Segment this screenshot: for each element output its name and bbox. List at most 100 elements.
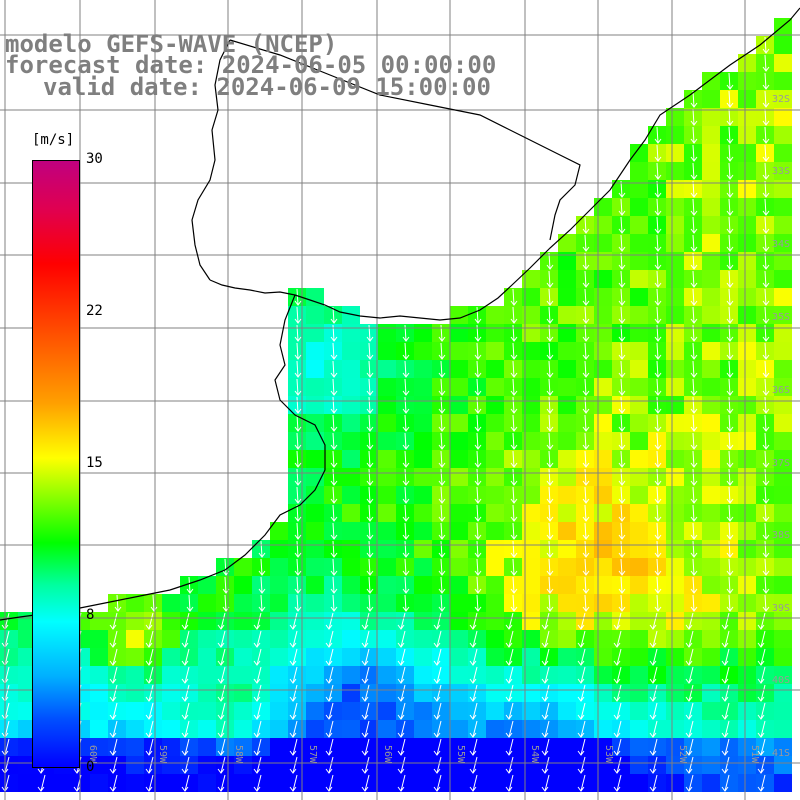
wind-arrow xyxy=(361,774,370,792)
wind-arrow xyxy=(366,486,374,504)
wind-arrow xyxy=(474,378,482,396)
wind-cell xyxy=(396,666,414,684)
wind-cell xyxy=(90,756,108,774)
wind-cell xyxy=(378,468,396,486)
wind-cell xyxy=(108,612,126,630)
wind-cell xyxy=(180,630,198,648)
wind-cell xyxy=(666,702,684,720)
lon-label: 59W xyxy=(157,745,168,764)
colorbar-tick-0: 0 xyxy=(86,759,95,775)
wind-cell xyxy=(594,378,612,396)
wind-cell xyxy=(234,576,252,594)
wind-arrow xyxy=(505,702,514,720)
wind-cell xyxy=(720,612,738,630)
wind-arrow xyxy=(366,504,374,522)
wind-cell xyxy=(90,738,108,756)
wind-arrow xyxy=(325,774,334,792)
wind-arrow xyxy=(726,234,734,252)
wind-cell xyxy=(414,576,432,594)
wind-arrow xyxy=(366,468,374,486)
wind-arrow xyxy=(654,558,662,576)
wind-arrow xyxy=(109,612,118,630)
wind-cell xyxy=(270,666,288,684)
wind-cell xyxy=(666,684,684,702)
wind-cell xyxy=(522,288,540,306)
wind-cell xyxy=(738,720,756,738)
wind-arrow xyxy=(582,342,590,360)
wind-cell xyxy=(630,630,648,648)
wind-cell xyxy=(594,648,612,666)
wind-arrow xyxy=(109,666,118,684)
wind-cell xyxy=(414,702,432,720)
wind-cell xyxy=(432,612,450,630)
wind-arrow xyxy=(726,270,734,288)
wind-arrow xyxy=(433,666,442,684)
wind-arrow xyxy=(294,468,302,486)
wind-cell xyxy=(216,612,234,630)
wind-cell xyxy=(612,684,630,702)
wind-cell xyxy=(702,342,720,360)
wind-arrow xyxy=(397,774,406,792)
wind-cell xyxy=(414,630,432,648)
wind-cell xyxy=(630,162,648,180)
wind-arrow xyxy=(690,594,698,612)
wind-arrow xyxy=(325,720,334,738)
wind-arrow xyxy=(762,594,770,612)
wind-arrow xyxy=(402,414,410,432)
wind-arrow xyxy=(726,180,734,198)
wind-arrow xyxy=(577,720,586,738)
wind-cell xyxy=(468,738,486,756)
wind-cell xyxy=(306,288,324,306)
wind-cell xyxy=(180,666,198,684)
wind-arrow xyxy=(685,738,694,756)
wind-cell xyxy=(234,720,252,738)
wind-arrow xyxy=(685,702,694,720)
wind-cell xyxy=(468,702,486,720)
wind-cell xyxy=(702,252,720,270)
wind-arrow xyxy=(217,774,226,792)
wind-cell xyxy=(342,774,360,792)
wind-cell xyxy=(630,684,648,702)
wind-cell xyxy=(126,720,144,738)
wind-cell xyxy=(774,432,792,450)
wind-cell xyxy=(630,450,648,468)
wind-cell xyxy=(558,756,576,774)
wind-arrow xyxy=(721,684,730,702)
wind-arrow xyxy=(361,612,370,630)
wind-arrow xyxy=(757,612,766,630)
wind-arrow xyxy=(757,702,766,720)
wind-cell xyxy=(756,720,774,738)
wind-arrow xyxy=(433,774,442,792)
wind-cell xyxy=(702,468,720,486)
wind-arrow xyxy=(330,342,338,360)
wind-cell xyxy=(522,432,540,450)
wind-cell xyxy=(144,666,162,684)
wind-arrow xyxy=(649,612,658,630)
wind-cell xyxy=(216,738,234,756)
wind-arrow xyxy=(762,36,770,54)
wind-cell xyxy=(252,684,270,702)
wind-arrow xyxy=(618,270,626,288)
wind-cell xyxy=(666,774,684,792)
wind-arrow xyxy=(726,360,734,378)
wind-arrow xyxy=(474,486,482,504)
wind-cell xyxy=(540,756,558,774)
wind-cell xyxy=(540,666,558,684)
wind-cell xyxy=(648,612,666,630)
wind-arrow xyxy=(402,522,410,540)
wind-cell xyxy=(702,432,720,450)
wind-arrow xyxy=(726,432,734,450)
wind-arrow xyxy=(582,594,590,612)
wind-arrow xyxy=(618,396,626,414)
wind-arrow xyxy=(217,756,226,774)
wind-arrow xyxy=(397,648,406,666)
wind-arrow xyxy=(289,666,298,684)
wind-arrow xyxy=(541,774,550,792)
wind-arrow xyxy=(402,432,410,450)
wind-arrow xyxy=(577,774,586,792)
wind-arrow xyxy=(649,666,658,684)
wind-arrow xyxy=(294,396,302,414)
wind-cell xyxy=(144,720,162,738)
wind-arrow xyxy=(762,234,770,252)
wind-cell xyxy=(630,576,648,594)
